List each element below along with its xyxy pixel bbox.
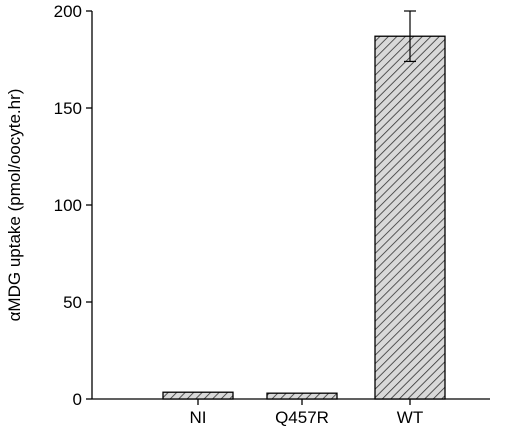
x-tick-label: NI — [190, 408, 207, 427]
x-tick-label: Q457R — [275, 408, 329, 427]
y-tick-label: 150 — [54, 99, 82, 118]
x-tick-label: WT — [397, 408, 423, 427]
y-axis-label: αMDG uptake (pmol/oocyte.hr) — [5, 89, 24, 322]
y-tick-label: 100 — [54, 196, 82, 215]
y-tick-label: 0 — [73, 390, 82, 409]
y-tick-label: 200 — [54, 2, 82, 21]
bar-wt — [374, 35, 446, 400]
bar-ni — [162, 391, 234, 400]
plot-area: 0 50 100 150 200 NI Q457R WT — [54, 2, 490, 427]
bar-q457r — [266, 392, 338, 400]
y-tick-label: 50 — [63, 293, 82, 312]
